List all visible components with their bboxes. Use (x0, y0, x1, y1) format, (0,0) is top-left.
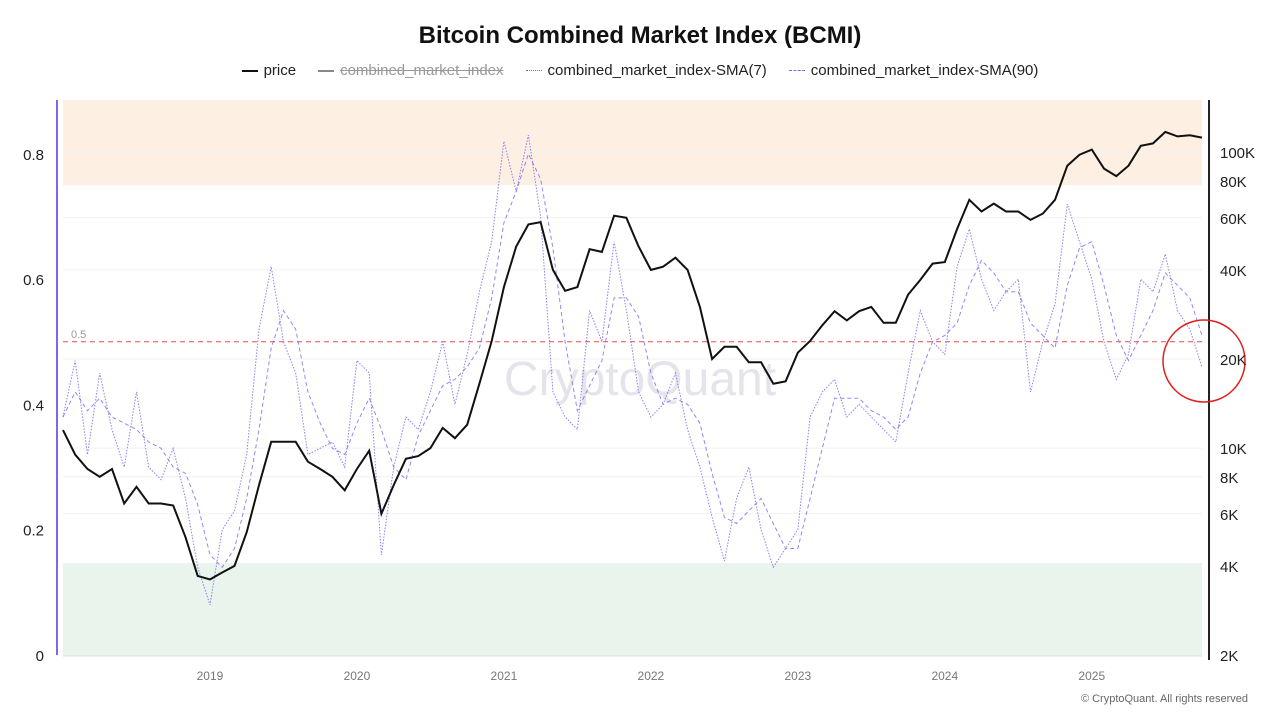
right-tick-label: 6K (1220, 507, 1238, 524)
series-line-sma7 (62, 134, 1203, 606)
left-tick-label: 0.2 (23, 523, 44, 540)
left-tick-label: 0 (36, 648, 44, 665)
right-tick-label: 20K (1220, 352, 1247, 369)
legend-swatch (525, 70, 542, 71)
legend-label: combined_market_index-SMA(7) (547, 62, 767, 79)
right-tick-label: 80K (1220, 174, 1247, 191)
series-line-price (62, 130, 1203, 581)
x-tick-label: 2021 (491, 669, 518, 683)
x-tick-label: 2025 (1078, 669, 1105, 683)
right-tick-label: 10K (1220, 441, 1247, 458)
legend-item-sma7[interactable]: combined_market_index-SMA(7) (525, 62, 767, 79)
legend-label: combined_market_index (340, 62, 504, 79)
left-tick-label: 0.4 (23, 397, 44, 414)
right-tick-label: 40K (1220, 263, 1247, 280)
legend-item-sma90[interactable]: combined_market_index-SMA(90) (788, 62, 1039, 79)
x-tick-label: 2024 (931, 669, 958, 683)
annotation-circle (1162, 319, 1246, 403)
zone-overheated (63, 100, 1202, 186)
legend-label: price (263, 62, 297, 79)
left-tick-label: 0.6 (23, 272, 44, 289)
legend-swatch (318, 69, 335, 72)
right-tick-label: 2K (1220, 648, 1238, 665)
legend-swatch (241, 69, 258, 72)
series-line-sma90 (62, 152, 1203, 569)
x-tick-label: 2020 (344, 669, 371, 683)
right-tick-label: 4K (1220, 559, 1238, 576)
x-tick-label: 2022 (638, 669, 665, 683)
right-tick-label: 60K (1220, 211, 1247, 228)
x-tick-label: 2019 (197, 669, 224, 683)
legend-swatch (788, 70, 805, 71)
legend-item-price[interactable]: price (241, 62, 297, 79)
chart-title: Bitcoin Combined Market Index (BCMI) (418, 22, 862, 49)
legend-item-combined-market-index[interactable]: combined_market_index (318, 62, 504, 79)
zone-undervalued (63, 562, 1202, 655)
reference-line-label: 0.5 (71, 329, 86, 341)
legend: price combined_market_index combined_mar… (0, 62, 1280, 79)
right-tick-label: 8K (1220, 470, 1238, 487)
left-tick-label: 0.8 (23, 147, 44, 164)
legend-label: combined_market_index-SMA(90) (810, 62, 1039, 79)
watermark: CryptoQuant (504, 353, 776, 406)
x-tick-label: 2023 (784, 669, 811, 683)
copyright-footer: © CryptoQuant. All rights reserved (1080, 693, 1248, 705)
right-tick-label: 100K (1220, 145, 1255, 162)
